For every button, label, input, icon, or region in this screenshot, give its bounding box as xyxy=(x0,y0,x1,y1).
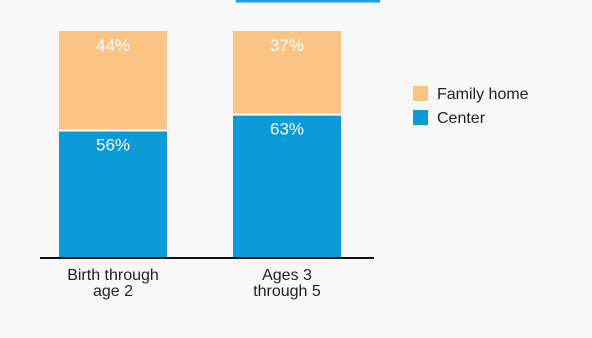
x-tick-label-1-line-1: Birth through xyxy=(67,267,159,284)
bars-group: 56% 44% 63% 37% xyxy=(59,31,341,258)
legend-label-family-home: Family home xyxy=(437,86,529,103)
bar-center-1 xyxy=(59,130,167,257)
bar-family-home-2 xyxy=(233,31,341,115)
x-tick-label-2-line-1: Ages 3 xyxy=(262,267,312,284)
data-label-family-home-2: 37% xyxy=(270,36,304,55)
data-label-center-1: 56% xyxy=(96,135,130,154)
legend-label-center: Center xyxy=(437,110,486,127)
legend-swatch-family-home xyxy=(413,86,428,101)
bar-family-home-1 xyxy=(59,31,167,131)
x-tick-label-2-line-2: through 5 xyxy=(253,283,321,300)
legend-swatch-center xyxy=(413,110,428,125)
bar-center-2 xyxy=(233,114,341,258)
legend: Family home Center xyxy=(413,86,529,127)
data-label-center-2: 63% xyxy=(270,120,304,139)
data-label-family-home-1: 44% xyxy=(96,36,130,55)
x-tick-label-1-line-2: age 2 xyxy=(93,283,133,300)
